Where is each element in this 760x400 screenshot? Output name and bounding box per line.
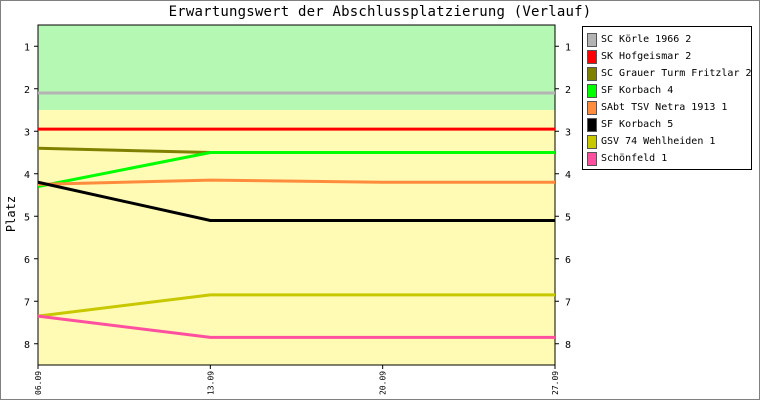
plot-band-0: [38, 25, 555, 110]
legend-swatch: [587, 49, 597, 64]
y-tick-label-left-4: 4: [24, 170, 30, 181]
y-tick-label-right-3: 3: [565, 127, 571, 138]
y-tick-label-right-8: 8: [565, 340, 571, 351]
series-line-3: [37, 151, 555, 188]
legend-item-1: SK Hofgeismar 2: [587, 48, 747, 65]
legend-item-4: SAbt TSV Netra 1913 1: [587, 99, 747, 116]
legend-label: SK Hofgeismar 2: [601, 51, 692, 62]
y-tick-label-left-1: 1: [24, 42, 30, 53]
legend-item-2: SC Grauer Turm Fritzlar 2: [587, 65, 752, 82]
y-tick-label-right-5: 5: [565, 212, 571, 223]
legend-item-0: SC Körle 1966 2: [587, 31, 747, 48]
chart-title: Erwartungswert der Abschlussplatzierung …: [168, 4, 592, 20]
legend-swatch: [587, 151, 597, 166]
y-tick-label-right-6: 6: [565, 255, 571, 266]
y-tick-label-right-2: 2: [565, 85, 571, 96]
y-tick-label-left-5: 5: [24, 212, 30, 223]
y-tick-label-right-1: 1: [565, 42, 571, 53]
x-tick-label-3: 27.09: [551, 371, 560, 395]
series-line-6: [37, 293, 555, 318]
legend-swatch: [587, 117, 597, 132]
y-tick-label-left-8: 8: [24, 340, 30, 351]
y-tick-label-left-7: 7: [24, 297, 30, 308]
x-tick-label-1: 13.09: [206, 371, 215, 395]
series-line-7: [37, 314, 555, 339]
y-tick-label-left-3: 3: [24, 127, 30, 138]
y-tick-label-right-4: 4: [565, 170, 571, 181]
chart-legend: SC Körle 1966 2 SK Hofgeismar 2 SC Grauer …: [582, 26, 752, 170]
legend-item-6: GSV 74 Wehlheiden 1: [587, 133, 747, 150]
y-tick-label-left-2: 2: [24, 85, 30, 96]
legend-swatch: [587, 32, 597, 47]
legend-item-5: SF Korbach 5: [587, 116, 747, 133]
legend-swatch: [587, 83, 597, 98]
y-tick-label-right-7: 7: [565, 297, 571, 308]
legend-label: SF Korbach 4: [601, 85, 674, 96]
plot-area-border: [37, 24, 556, 366]
legend-label: GSV 74 Wehlheiden 1: [601, 136, 716, 147]
legend-label: SAbt TSV Netra 1913 1: [601, 102, 728, 113]
legend-swatch: [587, 66, 597, 81]
legend-item-7: Schönfeld 1: [587, 150, 747, 167]
legend-item-3: SF Korbach 4: [587, 82, 747, 99]
x-tick-label-2: 20.09: [379, 371, 388, 395]
y-tick-label-left-6: 6: [24, 255, 30, 266]
legend-swatch: [587, 134, 597, 149]
series-line-5: [37, 180, 555, 222]
x-tick-label-0: 06.09: [34, 371, 43, 395]
series-line-4: [37, 178, 555, 186]
legend-swatch: [587, 100, 597, 115]
legend-label: Schönfeld 1: [601, 153, 668, 164]
legend-label: SC Grauer Turm Fritzlar 2: [601, 68, 752, 79]
legend-label: SC Körle 1966 2: [601, 34, 692, 45]
legend-label: SF Korbach 5: [601, 119, 674, 130]
